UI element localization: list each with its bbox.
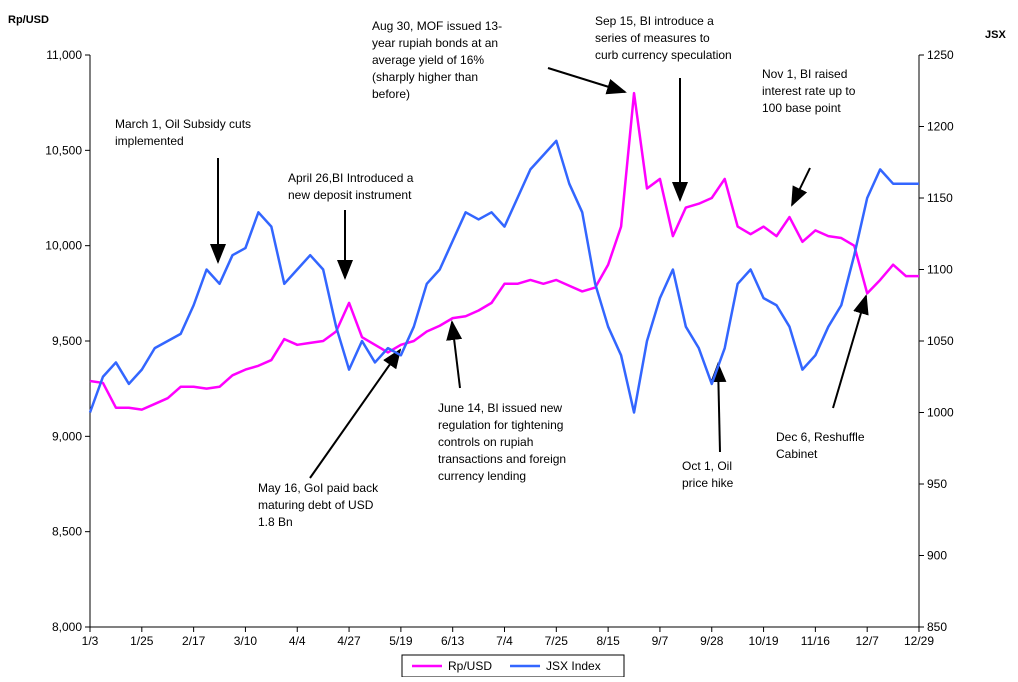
x-tick-label: 4/27: [337, 634, 361, 648]
annotation: (sharply higher than: [372, 70, 478, 84]
x-tick-label: 7/4: [496, 634, 513, 648]
x-tick-label: 9/28: [700, 634, 724, 648]
annotation: curb currency speculation: [595, 48, 732, 62]
annotation: currency lending: [438, 469, 526, 483]
annotation: year rupiah bonds at an: [372, 36, 498, 50]
y2-tick-label: 1000: [927, 406, 954, 420]
annotation: Nov 1, BI raised: [762, 67, 847, 81]
annotation: Dec 6, Reshuffle: [776, 430, 865, 444]
series-line: [89, 91, 919, 411]
y-tick-label: 9,500: [52, 334, 82, 348]
y-tick-label: 10,500: [45, 143, 82, 157]
x-tick-label: 12/29: [904, 634, 934, 648]
annotation: Cabinet: [776, 447, 818, 461]
annotation: May 16, GoI paid back: [258, 481, 379, 495]
x-tick-label: 7/25: [545, 634, 569, 648]
annotation: June 14, BI issued new: [438, 401, 562, 415]
y2-tick-label: 1150: [927, 191, 953, 205]
arrows: [210, 67, 869, 479]
x-tick-label: 5/19: [389, 634, 413, 648]
annotation: April 26,BI Introduced a: [288, 171, 414, 185]
y-tick-label: 11,000: [46, 48, 82, 62]
y2-tick-label: 900: [927, 549, 947, 563]
annotation: series of measures to: [595, 31, 710, 45]
y-tick-label: 9,000: [52, 429, 82, 443]
x-tick-label: 1/3: [82, 634, 99, 648]
x-tick-label: 1/25: [130, 634, 154, 648]
y2-tick-label: 850: [927, 620, 947, 634]
legend-label: JSX Index: [546, 659, 601, 673]
x-tick-label: 3/10: [234, 634, 258, 648]
annotation: Aug 30, MOF issued 13-: [372, 19, 502, 33]
annotation: before): [372, 87, 410, 101]
legend: Rp/USD JSX Index: [401, 654, 625, 678]
y2-axis-label: JSX: [985, 29, 1006, 41]
x-tick-label: 12/7: [856, 634, 880, 648]
legend-label: Rp/USD: [448, 659, 492, 673]
y-tick-label: 8,000: [52, 620, 82, 634]
y-tick-label: 8,500: [52, 525, 82, 539]
annotation: Oct 1, Oil: [682, 459, 732, 473]
y-axis-label: Rp/USD: [8, 14, 49, 26]
annotation: 100 base point: [762, 101, 841, 115]
x-tick-label: 9/7: [652, 634, 669, 648]
x-tick-label: 11/16: [801, 634, 830, 648]
annotation: average yield of 16%: [372, 53, 484, 67]
y2-tick-label: 1250: [927, 48, 954, 62]
x-tick-label: 10/19: [749, 634, 779, 648]
annotation: interest rate up to: [762, 84, 856, 98]
series-line: [88, 139, 919, 414]
x-tick-label: 6/13: [441, 634, 465, 648]
y2-tick-label: 1050: [927, 334, 954, 348]
y-tick-label: 10,000: [45, 239, 82, 253]
y2-tick-label: 1100: [927, 263, 953, 277]
annotation: maturing debt of USD: [258, 498, 374, 512]
annotation: implemented: [115, 134, 184, 148]
x-tick-label: 4/4: [289, 634, 306, 648]
annotation: Sep 15, BI introduce a: [595, 14, 714, 28]
annotation: March 1, Oil Subsidy cuts: [115, 117, 251, 131]
annotation: controls on rupiah: [438, 435, 533, 449]
annotation: price hike: [682, 476, 734, 490]
annotation: 1.8 Bn: [258, 515, 293, 529]
y2-tick-label: 1200: [927, 120, 954, 134]
x-tick-label: 2/17: [182, 634, 206, 648]
annotation: transactions and foreign: [438, 452, 566, 466]
annotation: regulation for tightening: [438, 418, 563, 432]
x-tick-label: 8/15: [596, 634, 620, 648]
y2-tick-label: 950: [927, 477, 947, 491]
annotation: new deposit instrument: [288, 188, 412, 202]
